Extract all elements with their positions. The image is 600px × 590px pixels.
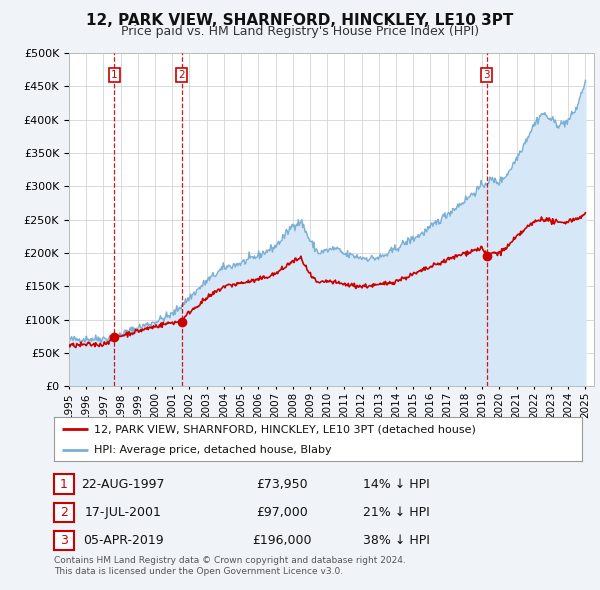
- Text: 12, PARK VIEW, SHARNFORD, HINCKLEY, LE10 3PT: 12, PARK VIEW, SHARNFORD, HINCKLEY, LE10…: [86, 13, 514, 28]
- Text: 21% ↓ HPI: 21% ↓ HPI: [362, 506, 430, 519]
- Text: 2: 2: [60, 506, 68, 519]
- Text: 1: 1: [60, 477, 68, 491]
- Text: Contains HM Land Registry data © Crown copyright and database right 2024.
This d: Contains HM Land Registry data © Crown c…: [54, 556, 406, 576]
- Text: £97,000: £97,000: [256, 506, 308, 519]
- Text: 17-JUL-2001: 17-JUL-2001: [85, 506, 161, 519]
- Text: £196,000: £196,000: [252, 534, 312, 547]
- Text: Price paid vs. HM Land Registry's House Price Index (HPI): Price paid vs. HM Land Registry's House …: [121, 25, 479, 38]
- Text: 3: 3: [60, 534, 68, 548]
- Text: 14% ↓ HPI: 14% ↓ HPI: [362, 477, 430, 490]
- Text: HPI: Average price, detached house, Blaby: HPI: Average price, detached house, Blab…: [94, 445, 331, 455]
- Text: 3: 3: [483, 70, 490, 80]
- Text: 1: 1: [111, 70, 118, 80]
- Text: 2: 2: [178, 70, 185, 80]
- Text: 38% ↓ HPI: 38% ↓ HPI: [362, 534, 430, 547]
- Text: 05-APR-2019: 05-APR-2019: [83, 534, 163, 547]
- Text: £73,950: £73,950: [256, 477, 308, 490]
- Text: 22-AUG-1997: 22-AUG-1997: [81, 477, 165, 490]
- Text: 12, PARK VIEW, SHARNFORD, HINCKLEY, LE10 3PT (detached house): 12, PARK VIEW, SHARNFORD, HINCKLEY, LE10…: [94, 424, 475, 434]
